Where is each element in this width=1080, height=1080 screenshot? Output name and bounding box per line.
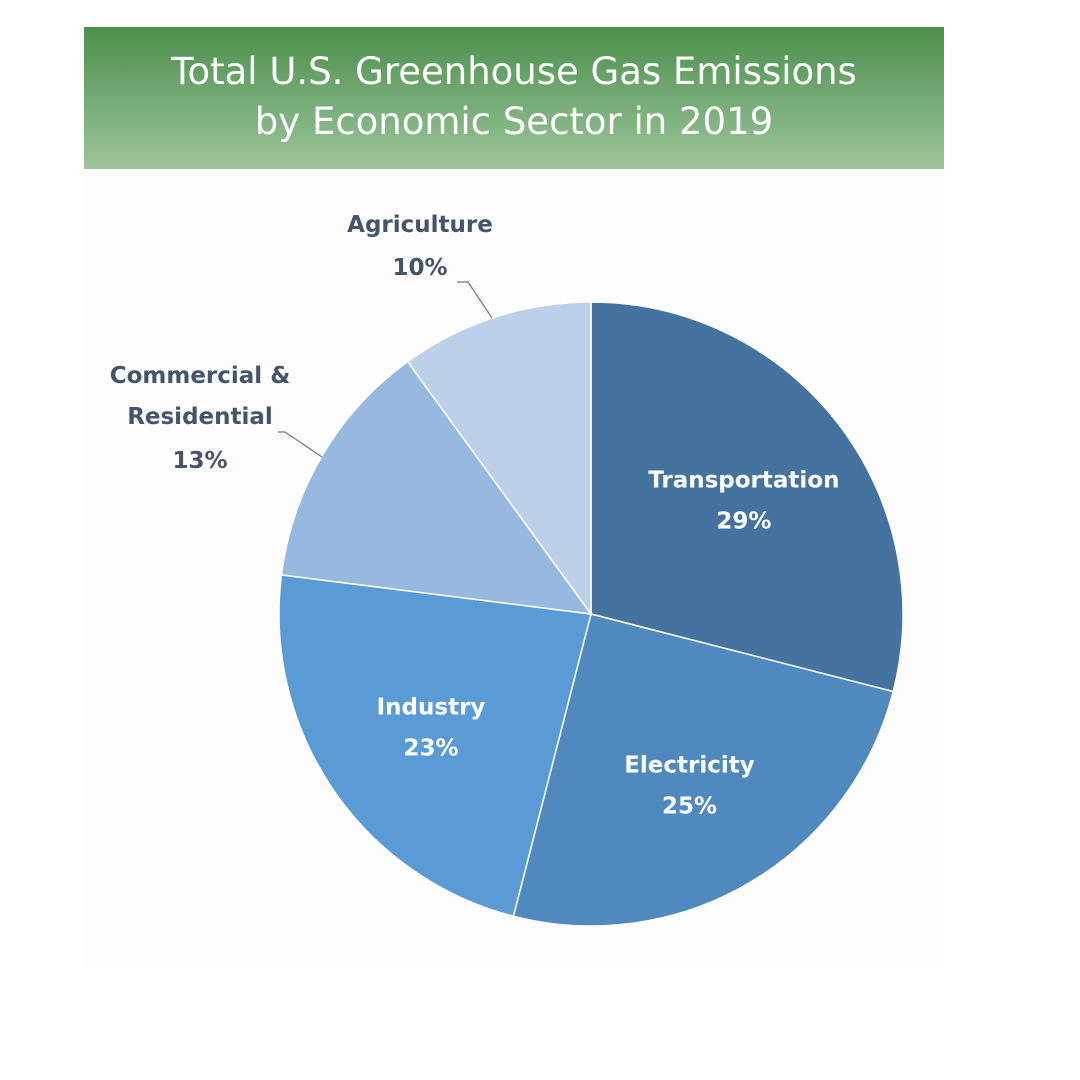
slice-label-agriculture: Agriculture [347,212,493,238]
chart-title-line-2: by Economic Sector in 2019 [254,100,774,143]
pie-slice-industry [278,574,592,918]
slice-value-transportation: 29% [716,508,771,534]
slice-value-commercial-residential: 13% [172,448,227,474]
pie-slice-commercial-residential [280,360,593,615]
slice-label-commercial-residential: Residential [127,404,273,430]
slice-label-industry: Industry [377,695,486,721]
slice-value-industry: 23% [403,736,458,762]
chart-title-line-1: Total U.S. Greenhouse Gas Emissions [171,50,857,93]
pie-slice-agriculture [406,301,592,617]
chart-title: Total U.S. Greenhouse Gas Emissions by E… [84,27,944,169]
pie-slice-electricity [512,613,895,927]
leader-line-commercial-residential [278,431,323,458]
slice-label-transportation: Transportation [648,467,839,493]
slice-value-agriculture: 10% [392,255,447,281]
leader-line-agriculture [457,281,493,319]
slice-label-commercial-residential: Commercial & [110,363,291,389]
slice-label-electricity: Electricity [624,753,755,779]
pie-slice-transportation [590,301,904,693]
slice-value-electricity: 25% [662,794,717,820]
